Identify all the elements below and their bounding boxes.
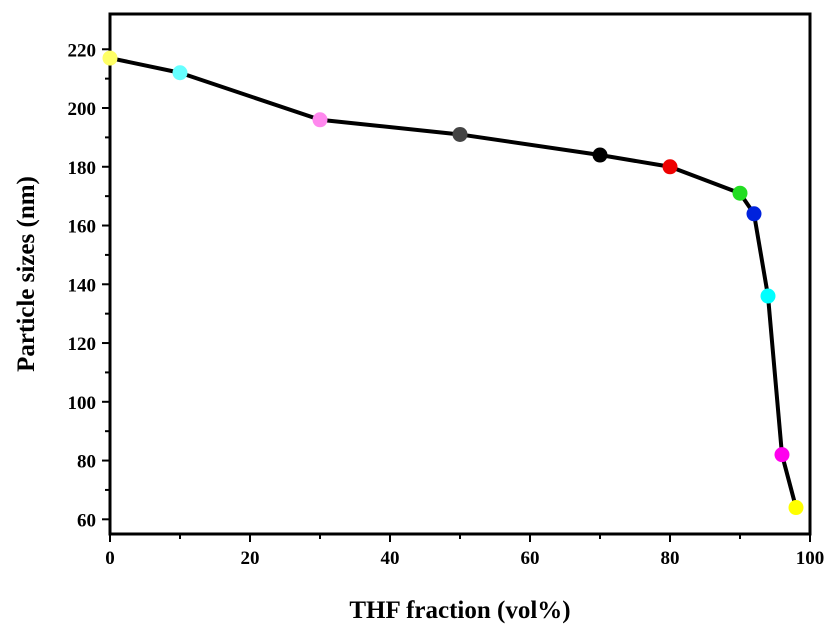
- data-point: [102, 50, 118, 66]
- data-point: [592, 147, 608, 163]
- plot-frame: [108, 12, 812, 536]
- y-tick-label: 140: [68, 275, 97, 296]
- x-tick-label: 0: [105, 548, 115, 569]
- data-point: [760, 288, 776, 304]
- data-point: [172, 65, 188, 81]
- y-tick-label: 120: [68, 334, 97, 355]
- y-axis-title: Particle sizes (nm): [13, 176, 40, 372]
- x-axis: 0 20 40 60 80 100: [105, 534, 824, 569]
- data-point: [774, 447, 790, 463]
- data-point: [788, 500, 804, 516]
- data-point: [312, 112, 328, 128]
- data-point: [732, 185, 748, 201]
- x-tick-label: 60: [521, 548, 540, 569]
- x-tick-label: 20: [241, 548, 260, 569]
- y-tick-label: 160: [68, 217, 97, 238]
- y-tick-label: 100: [68, 393, 97, 414]
- x-tick-label: 40: [381, 548, 400, 569]
- x-tick-label: 100: [796, 548, 825, 569]
- data-point: [662, 159, 678, 175]
- y-axis: 60 80 100 120 140 160 180 200 220: [68, 40, 110, 531]
- series: [102, 50, 804, 516]
- y-tick-label: 200: [68, 99, 97, 120]
- data-point: [746, 206, 762, 222]
- y-tick-label: 80: [77, 452, 96, 473]
- x-axis-title: THF fraction (vol%): [349, 597, 570, 624]
- y-tick-label: 220: [68, 40, 97, 61]
- y-tick-label: 60: [77, 510, 96, 531]
- series-line: [109, 56, 798, 509]
- x-tick-label: 80: [661, 548, 680, 569]
- y-tick-label: 180: [68, 158, 97, 179]
- data-point: [452, 126, 468, 142]
